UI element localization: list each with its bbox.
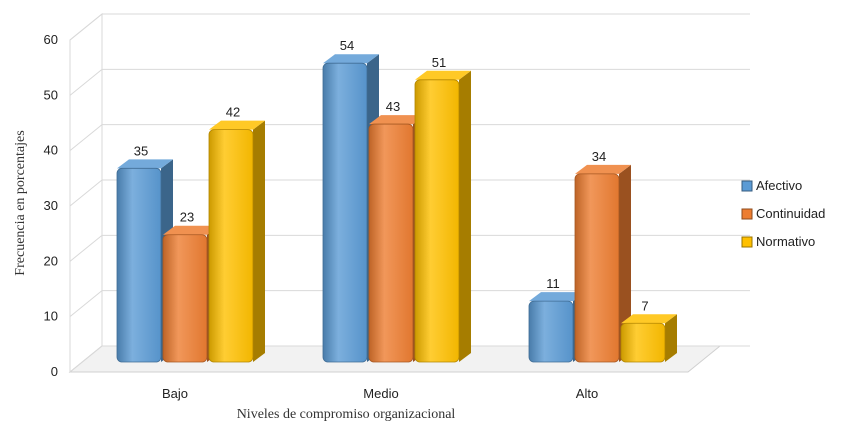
bar-front bbox=[414, 79, 460, 363]
y-tick-label: 40 bbox=[44, 143, 58, 158]
y-tick-label: 60 bbox=[44, 32, 58, 47]
data-label: 35 bbox=[134, 143, 148, 158]
bar-normativo-medio bbox=[414, 70, 471, 363]
y-axis: 0 10 20 30 40 50 60 bbox=[44, 32, 58, 379]
data-label: 11 bbox=[546, 276, 560, 291]
bar-top bbox=[369, 115, 425, 125]
bar-front bbox=[322, 62, 368, 363]
bar-front bbox=[368, 123, 414, 363]
bar-front bbox=[574, 173, 620, 363]
bar-front bbox=[116, 167, 162, 363]
bar-front bbox=[162, 234, 208, 363]
bar-front bbox=[208, 129, 254, 363]
bar-side bbox=[665, 314, 677, 362]
bar-top bbox=[323, 54, 379, 64]
x-axis-title: Niveles de compromiso organizacional bbox=[237, 407, 456, 422]
legend-item-continuidad: Continuidad bbox=[741, 206, 825, 221]
legend-label: Afectivo bbox=[756, 178, 802, 193]
data-label: 42 bbox=[226, 105, 240, 120]
data-label: 51 bbox=[432, 55, 446, 70]
gridline-50 bbox=[69, 68, 750, 96]
bars: 35 23 42 54 43 51 11 34 7 bbox=[116, 38, 677, 363]
bar-top bbox=[163, 225, 219, 235]
y-tick-label: 20 bbox=[44, 253, 58, 268]
bar-top bbox=[117, 159, 173, 169]
legend-swatch bbox=[741, 180, 753, 192]
bar-side bbox=[459, 70, 471, 363]
y-tick-label: 50 bbox=[44, 87, 58, 102]
bar-top bbox=[415, 70, 471, 80]
bar-normativo-alto bbox=[620, 314, 677, 363]
legend-item-afectivo: Afectivo bbox=[741, 178, 802, 193]
gridline-10 bbox=[69, 290, 750, 318]
gridline-20 bbox=[69, 234, 750, 262]
legend-item-normativo: Normativo bbox=[741, 234, 815, 249]
bar-front bbox=[528, 300, 574, 363]
data-label: 43 bbox=[386, 99, 400, 114]
data-label: 23 bbox=[180, 210, 194, 225]
bar-normativo-bajo bbox=[208, 120, 265, 363]
bar-side bbox=[619, 164, 631, 362]
legend-label: Normativo bbox=[756, 234, 815, 249]
gridline-40 bbox=[69, 124, 750, 152]
gridline-60 bbox=[69, 13, 750, 41]
bar-top bbox=[209, 120, 265, 130]
legend: Afectivo Continuidad Normativo bbox=[741, 178, 825, 249]
bar-side bbox=[253, 120, 265, 362]
legend-label: Continuidad bbox=[756, 206, 825, 221]
x-axis: Bajo Medio Alto bbox=[162, 386, 598, 401]
x-tick-label-alto: Alto bbox=[576, 386, 598, 401]
bar-top bbox=[575, 164, 631, 174]
y-axis-title: Frecuencia en porcentajes bbox=[13, 130, 28, 275]
data-label: 54 bbox=[340, 38, 354, 53]
legend-swatch bbox=[741, 208, 753, 220]
y-tick-label: 30 bbox=[44, 198, 58, 213]
data-label: 7 bbox=[641, 298, 648, 313]
bar-continuidad-alto bbox=[574, 164, 631, 363]
x-tick-label-medio: Medio bbox=[363, 386, 398, 401]
y-tick-label: 10 bbox=[44, 309, 58, 324]
data-label: 34 bbox=[592, 149, 606, 164]
legend-swatch bbox=[741, 236, 753, 248]
y-tick-label: 0 bbox=[51, 364, 58, 379]
bar-top bbox=[529, 292, 585, 302]
x-tick-label-bajo: Bajo bbox=[162, 386, 188, 401]
bar-top bbox=[621, 314, 677, 324]
bar-front bbox=[620, 322, 666, 363]
gridline-30 bbox=[69, 179, 750, 207]
